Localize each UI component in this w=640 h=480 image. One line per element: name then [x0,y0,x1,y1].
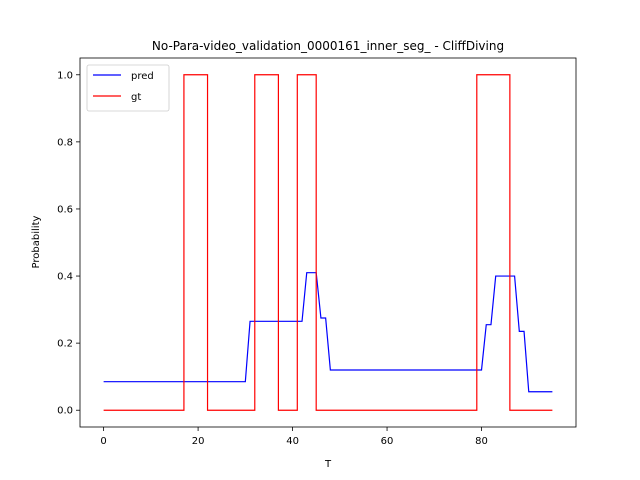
chart-title: No-Para-video_validation_0000161_inner_s… [152,39,504,53]
legend-gt-label: gt [131,92,141,103]
y-tick-label: 0.2 [57,339,73,350]
series-line-pred [103,272,553,393]
x-tick-label: 40 [286,436,299,447]
plot-frame [79,57,577,428]
y-axis: 0.0 0.2 0.4 0.6 0.8 1.0 [57,70,80,417]
y-tick-label: 0.6 [57,204,73,215]
y-tick-label: 0.8 [57,137,73,148]
y-tick-label: 0.4 [57,272,73,283]
x-axis: 0 20 40 60 80 [100,427,488,447]
x-tick-label: 60 [381,436,394,447]
x-tick-label: 20 [192,436,205,447]
legend-pred-label: pred [131,71,154,82]
legend: pred gt [86,64,170,112]
x-tick-label: 0 [100,436,106,447]
y-axis-label: Probability [31,215,42,268]
x-tick-label: 80 [475,436,488,447]
series-line-gt [103,74,553,411]
y-tick-label: 0.0 [57,406,73,417]
x-axis-label: T [324,459,332,470]
legend-box [86,64,170,112]
series-layer [103,74,553,411]
y-tick-label: 1.0 [57,70,73,81]
